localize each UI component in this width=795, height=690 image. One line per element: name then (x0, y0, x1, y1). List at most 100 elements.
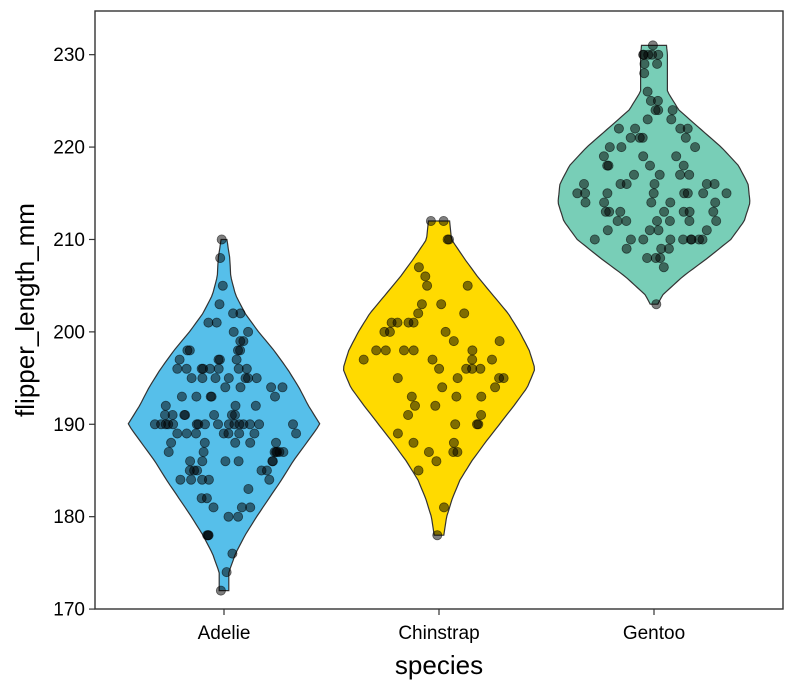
x-axis-title: species (395, 650, 483, 680)
point-chinstrap-28 (434, 363, 445, 374)
point-chinstrap-19 (451, 391, 462, 402)
point-adelie-23 (192, 465, 203, 476)
point-chinstrap-15 (430, 400, 441, 411)
point-gentoo-73 (682, 123, 693, 134)
point-gentoo-0 (651, 299, 662, 310)
point-gentoo-53 (629, 169, 640, 180)
point-adelie-53 (254, 419, 265, 430)
point-adelie-28 (220, 456, 231, 467)
point-gentoo-2 (642, 252, 653, 263)
point-chinstrap-13 (403, 409, 414, 420)
point-adelie-79 (176, 391, 187, 402)
point-adelie-1 (221, 567, 232, 578)
point-chinstrap-53 (422, 280, 433, 291)
point-adelie-83 (277, 382, 288, 393)
y-tick-label-190: 190 (53, 415, 85, 436)
point-gentoo-45 (572, 188, 583, 199)
point-adelie-69 (209, 409, 220, 420)
point-gentoo-78 (667, 105, 678, 116)
point-chinstrap-52 (462, 280, 473, 291)
point-adelie-22 (261, 465, 272, 476)
point-chinstrap-29 (467, 363, 478, 374)
point-gentoo-36 (710, 197, 721, 208)
point-gentoo-69 (680, 132, 691, 143)
point-gentoo-23 (612, 215, 623, 226)
point-gentoo-79 (653, 105, 664, 116)
point-adelie-62 (238, 419, 249, 430)
points-layer (149, 40, 732, 596)
point-adelie-80 (206, 391, 217, 402)
point-gentoo-84 (652, 58, 663, 69)
point-adelie-6 (233, 511, 244, 522)
point-gentoo-67 (625, 132, 636, 143)
y-tick-label-180: 180 (53, 507, 85, 528)
point-chinstrap-34 (380, 345, 391, 356)
point-chinstrap-49 (413, 308, 424, 319)
point-gentoo-9 (625, 234, 636, 245)
point-adelie-44 (291, 428, 302, 439)
point-adelie-2 (227, 548, 238, 559)
point-gentoo-60 (603, 160, 614, 171)
point-adelie-107 (182, 345, 193, 356)
point-gentoo-15 (638, 234, 649, 245)
point-chinstrap-39 (494, 336, 505, 347)
x-axis: Adelie Chinstrap Gentoo (198, 609, 685, 644)
point-gentoo-16 (665, 234, 676, 245)
point-chinstrap-32 (486, 354, 497, 365)
point-adelie-117 (217, 280, 228, 291)
point-gentoo-35 (665, 197, 676, 208)
point-adelie-40 (245, 437, 256, 448)
point-adelie-35 (163, 446, 174, 457)
point-adelie-78 (269, 391, 280, 402)
point-gentoo-66 (604, 142, 615, 153)
point-gentoo-76 (642, 114, 653, 125)
point-adelie-0 (215, 585, 226, 596)
y-tick-label-230: 230 (53, 45, 85, 66)
point-gentoo-64 (690, 142, 701, 153)
point-adelie-12 (201, 493, 212, 504)
point-chinstrap-16 (409, 400, 420, 411)
point-adelie-47 (249, 428, 260, 439)
point-gentoo-34 (580, 197, 591, 208)
point-adelie-38 (199, 437, 210, 448)
point-chinstrap-51 (416, 299, 427, 310)
point-chinstrap-18 (476, 391, 487, 402)
point-adelie-110 (243, 326, 254, 337)
point-adelie-10 (208, 502, 219, 513)
x-tick-label-gentoo: Gentoo (623, 623, 685, 644)
point-chinstrap-35 (408, 345, 419, 356)
point-gentoo-90 (647, 49, 658, 60)
x-tick-label-adelie: Adelie (198, 623, 251, 644)
point-chinstrap-5 (448, 446, 459, 457)
point-adelie-111 (228, 326, 239, 337)
point-chinstrap-54 (420, 271, 431, 282)
point-chinstrap-40 (448, 336, 459, 347)
point-adelie-71 (180, 409, 191, 420)
point-gentoo-52 (579, 178, 590, 189)
point-chinstrap-12 (471, 419, 482, 430)
point-adelie-89 (210, 373, 221, 384)
point-gentoo-18 (653, 225, 664, 236)
y-axis-title: flipper_length_mm (10, 203, 40, 417)
point-adelie-31 (198, 446, 209, 457)
point-gentoo-56 (684, 169, 695, 180)
point-chinstrap-7 (448, 437, 459, 448)
point-gentoo-43 (698, 188, 709, 199)
point-gentoo-5 (621, 243, 632, 254)
point-adelie-57 (229, 419, 240, 430)
point-adelie-42 (181, 428, 192, 439)
point-gentoo-20 (644, 225, 655, 236)
point-adelie-14 (264, 474, 275, 485)
point-adelie-75 (230, 400, 241, 411)
point-adelie-90 (251, 373, 262, 384)
point-gentoo-46 (648, 188, 659, 199)
point-gentoo-82 (642, 86, 653, 97)
point-gentoo-63 (598, 151, 609, 162)
point-chinstrap-2 (413, 465, 424, 476)
point-adelie-113 (203, 317, 214, 328)
point-adelie-106 (235, 345, 246, 356)
point-gentoo-32 (615, 206, 626, 217)
point-chinstrap-24 (494, 373, 505, 384)
point-adelie-74 (250, 400, 261, 411)
